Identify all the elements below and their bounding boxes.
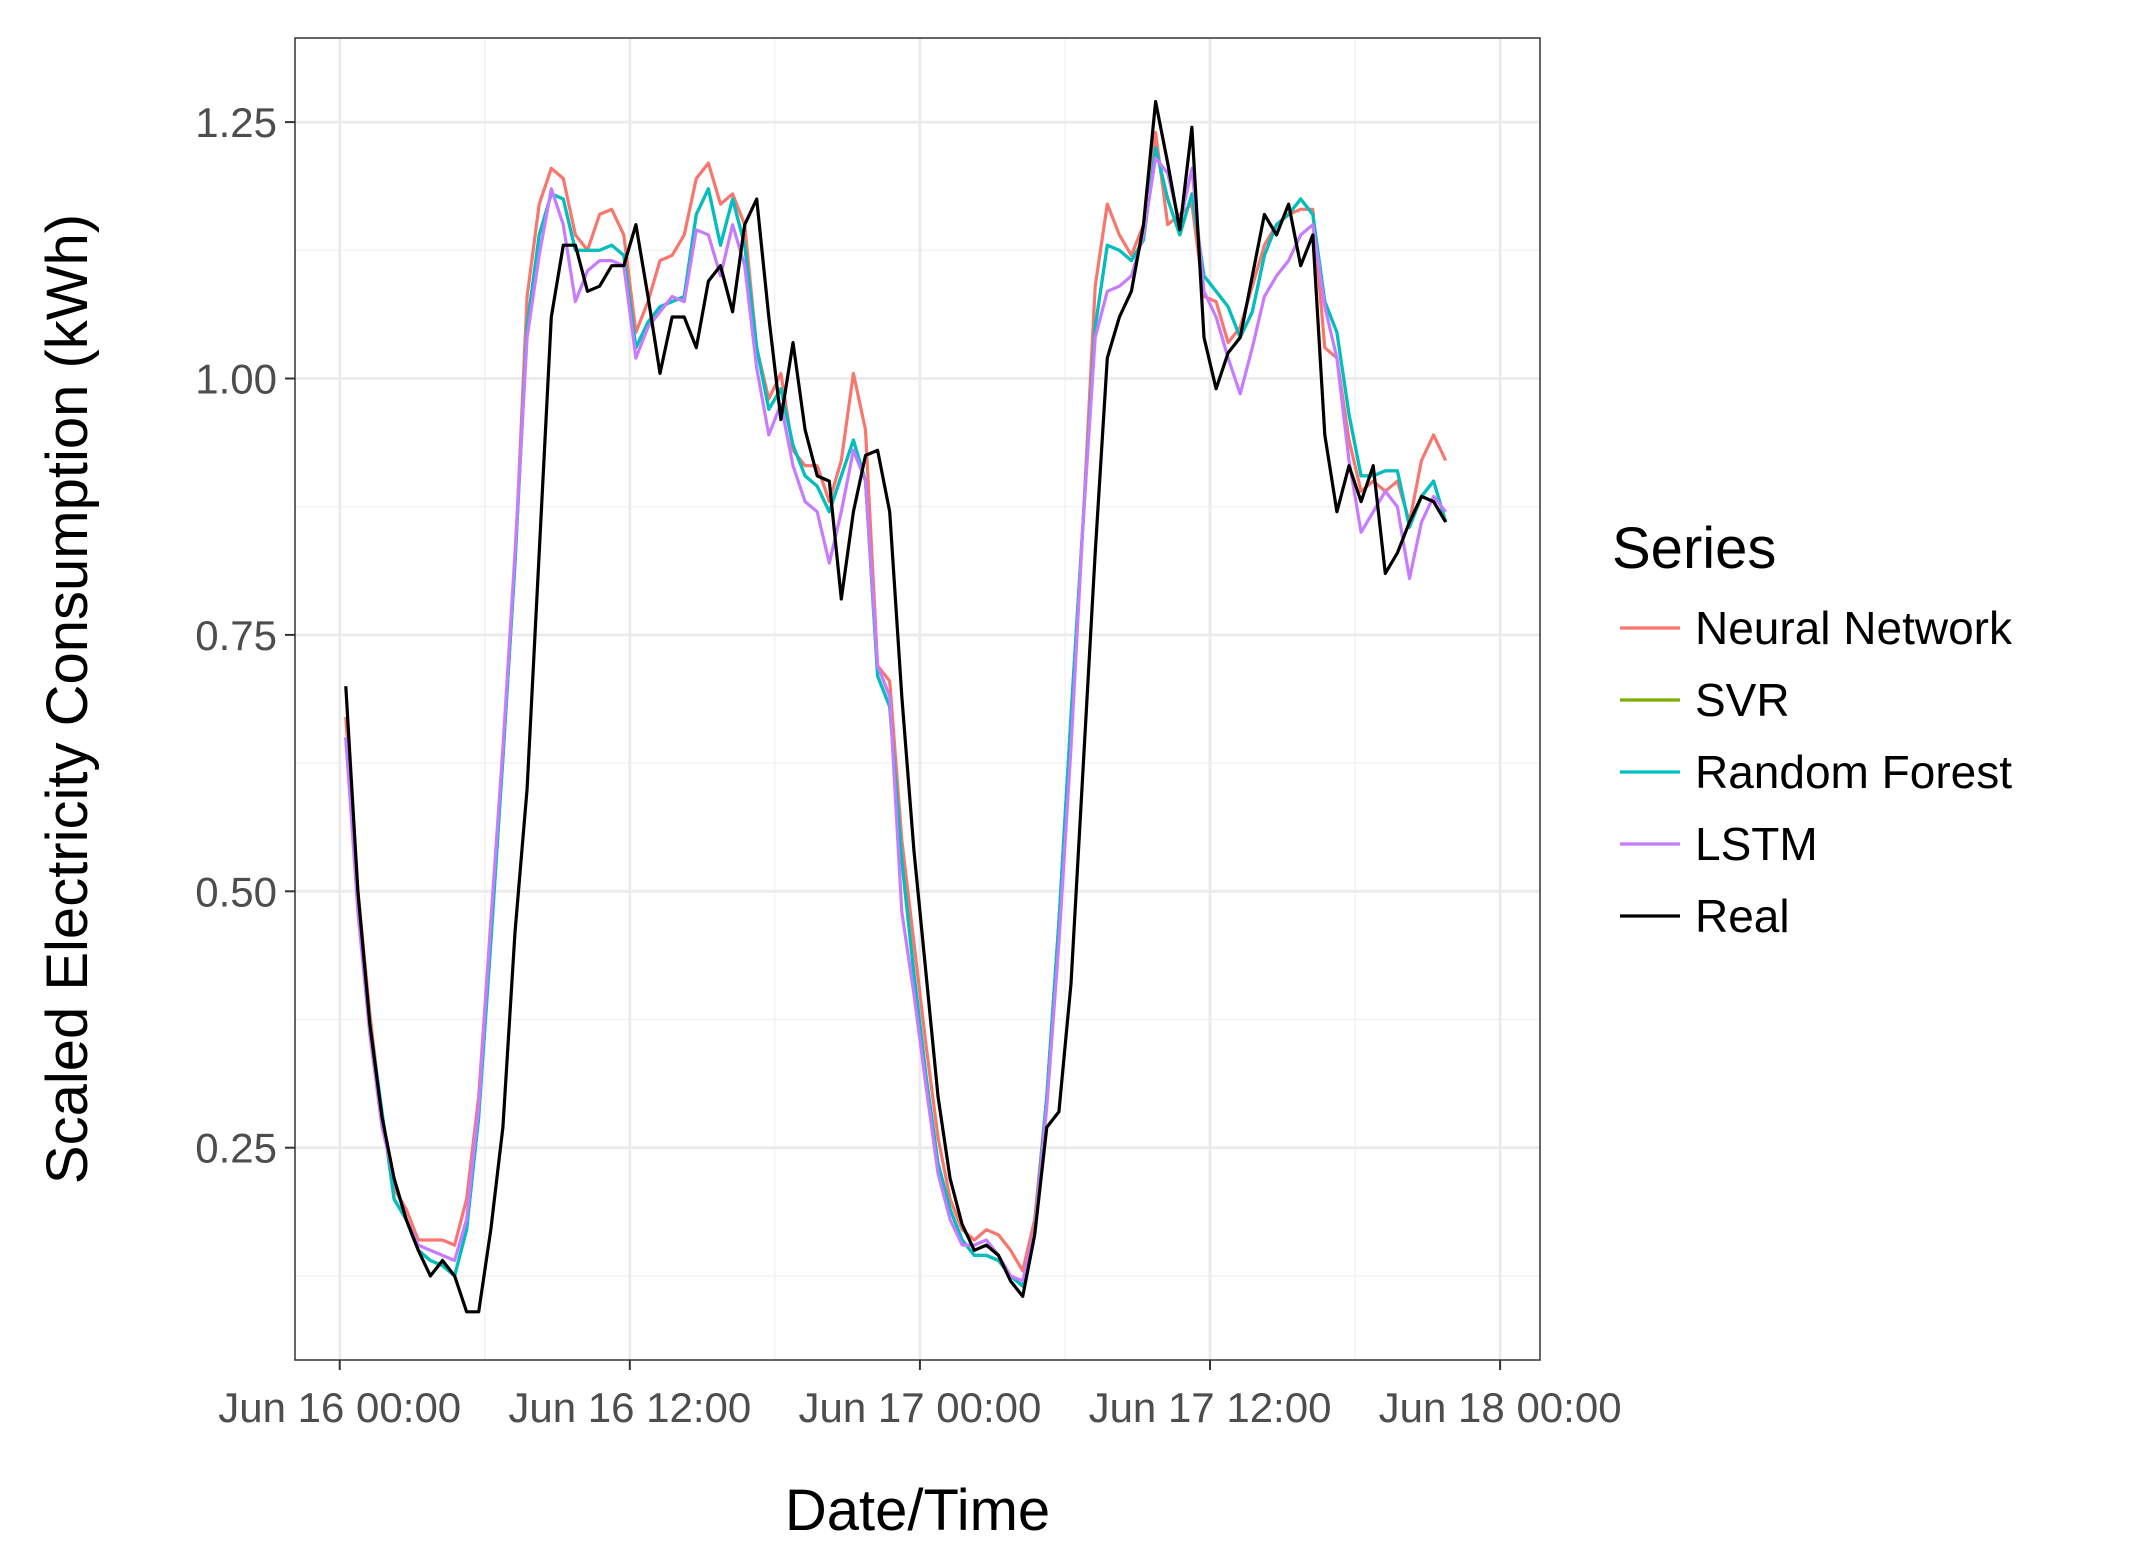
y-tick-label: 1.00 bbox=[195, 355, 277, 402]
axes-layer: 0.25 0.50 0.75 1.00 1.25 Jun 16 00:00 Jun 16 1… bbox=[195, 99, 1621, 1431]
y-axis-title: Scaled Electricity Consumption (kWh) bbox=[35, 214, 100, 1184]
y-tick-label: 1.25 bbox=[195, 99, 277, 146]
legend-label-random-forest: Random Forest bbox=[1695, 746, 2012, 798]
legend-label-real: Real bbox=[1695, 890, 1790, 942]
legend-label-neural-network: Neural Network bbox=[1695, 602, 2013, 654]
legend: Series Neural Network SVR Random Forest LST… bbox=[1612, 516, 2013, 942]
x-axis-title: Date/Time bbox=[785, 1478, 1050, 1543]
series-line-neural-network bbox=[344, 130, 1448, 1273]
legend-title: Series bbox=[1612, 516, 1776, 581]
y-tick-label: 0.50 bbox=[195, 868, 277, 915]
legend-label-lstm: LSTM bbox=[1695, 818, 1818, 870]
y-tick-label: 0.75 bbox=[195, 612, 277, 659]
x-tick-label: Jun 17 12:00 bbox=[1089, 1384, 1332, 1431]
series-line-real bbox=[344, 99, 1448, 1314]
x-tick-label: Jun 17 00:00 bbox=[798, 1384, 1041, 1431]
lines-layer bbox=[344, 99, 1448, 1314]
series-line-lstm bbox=[344, 156, 1447, 1283]
y-tick-label: 0.25 bbox=[195, 1125, 277, 1172]
x-tick-label: Jun 16 00:00 bbox=[218, 1384, 461, 1431]
legend-label-svr: SVR bbox=[1695, 674, 1790, 726]
panel-border bbox=[294, 37, 1541, 1361]
x-tick-label: Jun 16 12:00 bbox=[508, 1384, 751, 1431]
x-tick-label: Jun 18 00:00 bbox=[1379, 1384, 1622, 1431]
